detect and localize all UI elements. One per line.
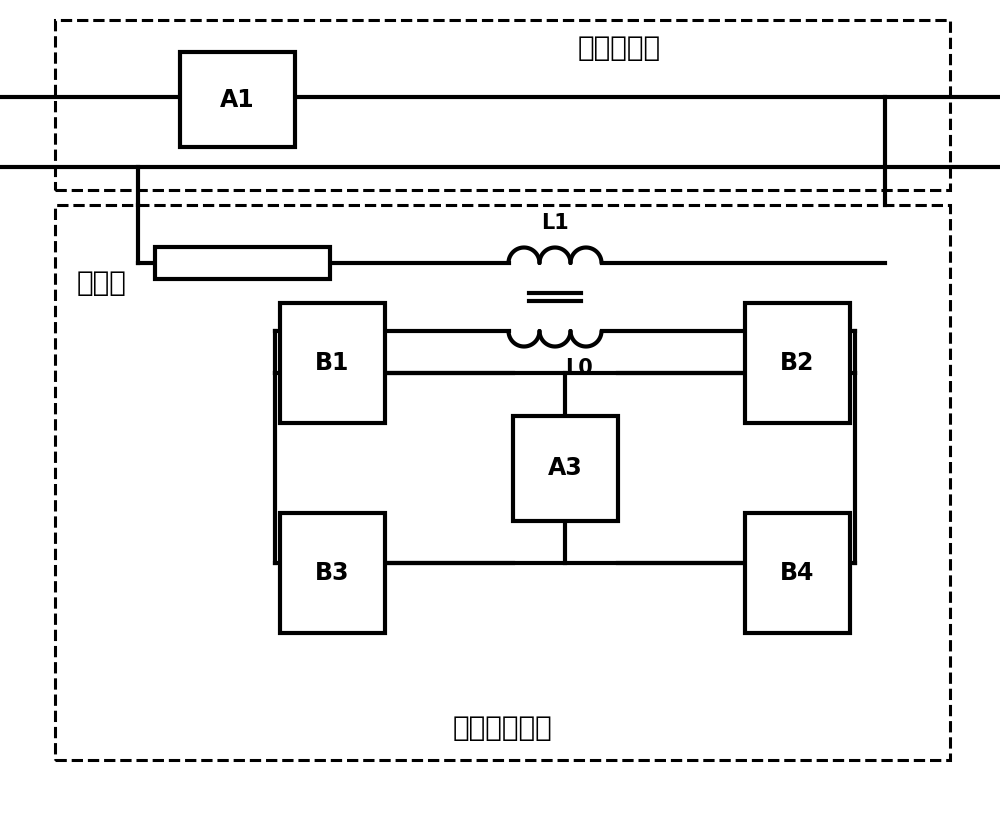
Bar	[745, 303, 850, 424]
Bar	[280, 513, 385, 632]
Bar	[155, 247, 330, 279]
Bar	[180, 52, 295, 147]
Text: 主电流电路: 主电流电路	[577, 34, 660, 62]
Text: B3: B3	[315, 561, 350, 584]
Text: B2: B2	[780, 351, 815, 376]
Text: 电阻器: 电阻器	[77, 269, 127, 297]
Text: A3: A3	[548, 456, 582, 480]
Text: L1: L1	[541, 213, 569, 233]
Text: A1: A1	[220, 87, 255, 112]
Text: B4: B4	[780, 561, 815, 584]
Bar	[745, 513, 850, 632]
Bar	[55, 205, 950, 760]
Bar	[512, 416, 618, 521]
Bar	[55, 20, 950, 190]
Text: B1: B1	[315, 351, 350, 376]
Text: L0: L0	[565, 358, 593, 378]
Text: 转移电流电路: 转移电流电路	[453, 714, 552, 742]
Bar	[280, 303, 385, 424]
